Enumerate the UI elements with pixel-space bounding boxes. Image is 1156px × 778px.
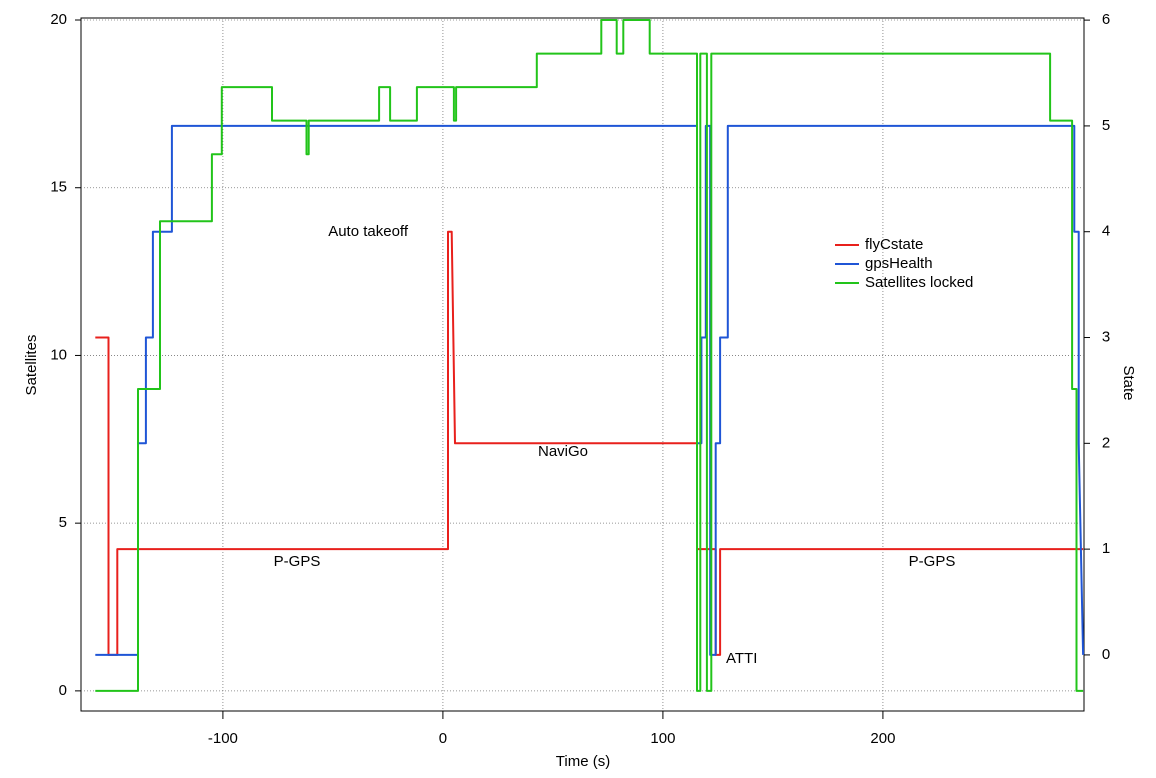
annotation: NaviGo [538,443,588,460]
annotation: P-GPS [909,553,956,570]
y2-tick-label: 4 [1102,223,1110,240]
annotation: Auto takeoff [328,223,409,240]
y2-tick-label: 6 [1102,11,1110,28]
y-tick-label: 0 [59,682,67,699]
y-tick-label: 5 [59,514,67,531]
y-axis-label: Satellites [23,335,40,396]
y2-tick-label: 0 [1102,646,1110,663]
y2-tick-label: 5 [1102,117,1110,134]
y-tick-label: 10 [50,346,67,363]
x-tick-label: 100 [650,730,675,747]
y2-axis-label: State [1120,365,1137,400]
x-tick-label: 200 [870,730,895,747]
y-tick-label: 20 [50,11,67,28]
series-line [95,230,1084,656]
y2-tick-label: 1 [1102,540,1110,557]
x-axis-label: Time (s) [556,753,610,770]
plot-frame [80,17,1085,712]
y-tick-label: 15 [50,179,67,196]
annotation: ATTI [726,650,757,667]
x-tick-label: -100 [208,730,238,747]
legend-label: Satellites locked [865,274,973,291]
x-tick-label: 0 [439,730,447,747]
legend-label: flyCstate [865,236,923,253]
y2-tick-label: 2 [1102,434,1110,451]
y2-tick-label: 3 [1102,328,1110,345]
series-line [95,19,1084,692]
legend-label: gpsHealth [865,255,933,272]
series-line [95,124,1085,656]
annotation: P-GPS [274,553,321,570]
